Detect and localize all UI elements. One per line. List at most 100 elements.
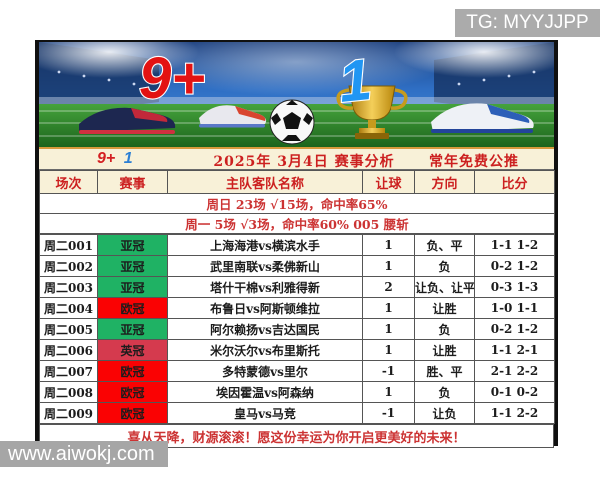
brand-logo: 9+ 1: [97, 150, 133, 168]
match-row: 周二004 欧冠 布鲁日vs阿斯顿维拉 1 让胜 1-0 1-1: [39, 297, 555, 319]
team-names: 米尔沃尔vs布里斯托: [167, 339, 363, 361]
banner-nine-plus: 9+: [139, 46, 205, 111]
match-number: 周二008: [39, 381, 98, 403]
league-badge: 欧冠: [97, 297, 168, 319]
handicap-value: 1: [362, 234, 415, 256]
score-value: 1-1 2-2: [474, 402, 555, 424]
cleat-left-icon: [79, 107, 176, 134]
league-badge: 欧冠: [97, 360, 168, 382]
col-header-match: 场次: [39, 170, 98, 194]
col-header-direction: 方向: [414, 170, 475, 194]
col-header-league: 赛事: [97, 170, 168, 194]
page-title: 2025年 3月4日 赛事分析: [213, 154, 395, 170]
stats-monday: 周一 5场 √3场，命中率60% 005 腰斩: [39, 213, 555, 234]
match-number: 周二005: [39, 318, 98, 340]
score-value: 1-1 1-2: [474, 234, 555, 256]
direction-value: 让负: [414, 402, 475, 424]
direction-value: 让胜: [414, 297, 475, 319]
match-row: 周二009 欧冠 皇马vs马竞 -1 让负 1-1 2-2: [39, 402, 555, 424]
handicap-value: 1: [362, 297, 415, 319]
team-names: 上海海港vs横滨水手: [167, 234, 363, 256]
team-names: 多特蒙德vs里尔: [167, 360, 363, 382]
team-names: 布鲁日vs阿斯顿维拉: [167, 297, 363, 319]
team-names: 阿尔赖扬vs吉达国民: [167, 318, 363, 340]
direction-value: 胜、平: [414, 360, 475, 382]
page-subtitle: 常年免费公推: [429, 154, 519, 170]
score-value: 0-2 1-2: [474, 318, 555, 340]
cleat-middle-icon: [199, 105, 267, 128]
league-badge: 英冠: [97, 339, 168, 361]
score-value: 1-0 1-1: [474, 297, 555, 319]
match-row: 周二008 欧冠 埃因霍温vs阿森纳 1 负 0-1 0-2: [39, 381, 555, 403]
score-value: 1-1 2-1: [474, 339, 555, 361]
stats-row-monday: 周一 5场 √3场，命中率60% 005 腰斩: [39, 213, 555, 234]
footer-table: 喜从天降，财源滚滚！愿这份幸运为你开启更美好的未来！: [39, 424, 554, 448]
footer-message: 喜从天降，财源滚滚！愿这份幸运为你开启更美好的未来！: [39, 424, 554, 448]
col-header-score: 比分: [474, 170, 555, 194]
handicap-value: -1: [362, 402, 415, 424]
match-row: 周二002 亚冠 武里南联vs柔佛新山 1 负 0-2 1-2: [39, 255, 555, 277]
banner-one: 1: [336, 47, 375, 115]
website-watermark: www.aiwokj.com: [0, 441, 168, 467]
direction-value: 负、平: [414, 234, 475, 256]
handicap-value: 1: [362, 255, 415, 277]
match-row: 周二001 亚冠 上海海港vs横滨水手 1 负、平 1-1 1-2: [39, 234, 555, 256]
match-row: 周二007 欧冠 多特蒙德vs里尔 -1 胜、平 2-1 2-2: [39, 360, 555, 382]
match-row: 周二006 英冠 米尔沃尔vs布里斯托 1 让胜 1-1 2-1: [39, 339, 555, 361]
direction-value: 负: [414, 255, 475, 277]
soccer-ball-icon: [269, 99, 315, 145]
matches-table: 场次 赛事 主队客队名称 让球 方向 比分 周日 23场 √15场，命中率65%…: [39, 170, 555, 234]
cleat-right-icon: [431, 103, 534, 133]
handicap-value: 1: [362, 339, 415, 361]
match-row: 周二003 亚冠 塔什干棉vs利雅得新 2 让负、让平 0-3 1-3: [39, 276, 555, 298]
league-badge: 亚冠: [97, 318, 168, 340]
table-header-row: 场次 赛事 主队客队名称 让球 方向 比分: [39, 170, 555, 194]
league-badge: 欧冠: [97, 381, 168, 403]
match-row: 周二005 亚冠 阿尔赖扬vs吉达国民 1 负 0-2 1-2: [39, 318, 555, 340]
handicap-value: 1: [362, 318, 415, 340]
analysis-sheet: 9+ 1 9+ 1 2025年 3月4日 赛事分析 常年免费公推 场次 赛事 主…: [35, 40, 558, 448]
match-number: 周二002: [39, 255, 98, 277]
stats-sunday: 周日 23场 √15场，命中率65%: [39, 193, 555, 214]
match-number: 周二004: [39, 297, 98, 319]
telegram-watermark: TG: MYYJJPP: [455, 9, 600, 37]
handicap-value: 1: [362, 381, 415, 403]
team-names: 塔什干棉vs利雅得新: [167, 276, 363, 298]
handicap-value: 2: [362, 276, 415, 298]
footer-message-row: 喜从天降，财源滚滚！愿这份幸运为你开启更美好的未来！: [39, 424, 554, 448]
score-value: 0-2 1-2: [474, 255, 555, 277]
center-light: [146, 42, 446, 96]
league-badge: 亚冠: [97, 255, 168, 277]
team-names: 埃因霍温vs阿森纳: [167, 381, 363, 403]
stats-row-sunday: 周日 23场 √15场，命中率65%: [39, 193, 555, 214]
match-number: 周二007: [39, 360, 98, 382]
match-number: 周二003: [39, 276, 98, 298]
league-badge: 亚冠: [97, 276, 168, 298]
team-names: 皇马vs马竞: [167, 402, 363, 424]
match-number: 周二009: [39, 402, 98, 424]
match-number: 周二006: [39, 339, 98, 361]
col-header-teams: 主队客队名称: [167, 170, 363, 194]
stadium-banner: 9+ 1: [39, 42, 554, 147]
direction-value: 负: [414, 318, 475, 340]
title-strip: 9+ 1 2025年 3月4日 赛事分析 常年免费公推: [39, 147, 554, 170]
league-badge: 欧冠: [97, 402, 168, 424]
handicap-value: -1: [362, 360, 415, 382]
direction-value: 负: [414, 381, 475, 403]
score-value: 0-1 0-2: [474, 381, 555, 403]
brand-nine: 9+: [97, 150, 116, 167]
col-header-handicap: 让球: [362, 170, 415, 194]
brand-one: 1: [123, 150, 133, 167]
direction-value: 让负、让平: [414, 276, 475, 298]
score-value: 2-1 2-2: [474, 360, 555, 382]
stand-lights: [57, 70, 536, 86]
trophy-icon: [336, 85, 408, 139]
team-names: 武里南联vs柔佛新山: [167, 255, 363, 277]
matches-data-table: 周二001 亚冠 上海海港vs横滨水手 1 负、平 1-1 1-2 周二002 亚冠 武里南联v…: [39, 234, 555, 424]
match-number: 周二001: [39, 234, 98, 256]
stadium-banner-graphic: 9+ 1: [39, 42, 554, 147]
direction-value: 让胜: [414, 339, 475, 361]
banner-headline: 9+ 1: [138, 45, 376, 116]
score-value: 0-3 1-3: [474, 276, 555, 298]
league-badge: 亚冠: [97, 234, 168, 256]
